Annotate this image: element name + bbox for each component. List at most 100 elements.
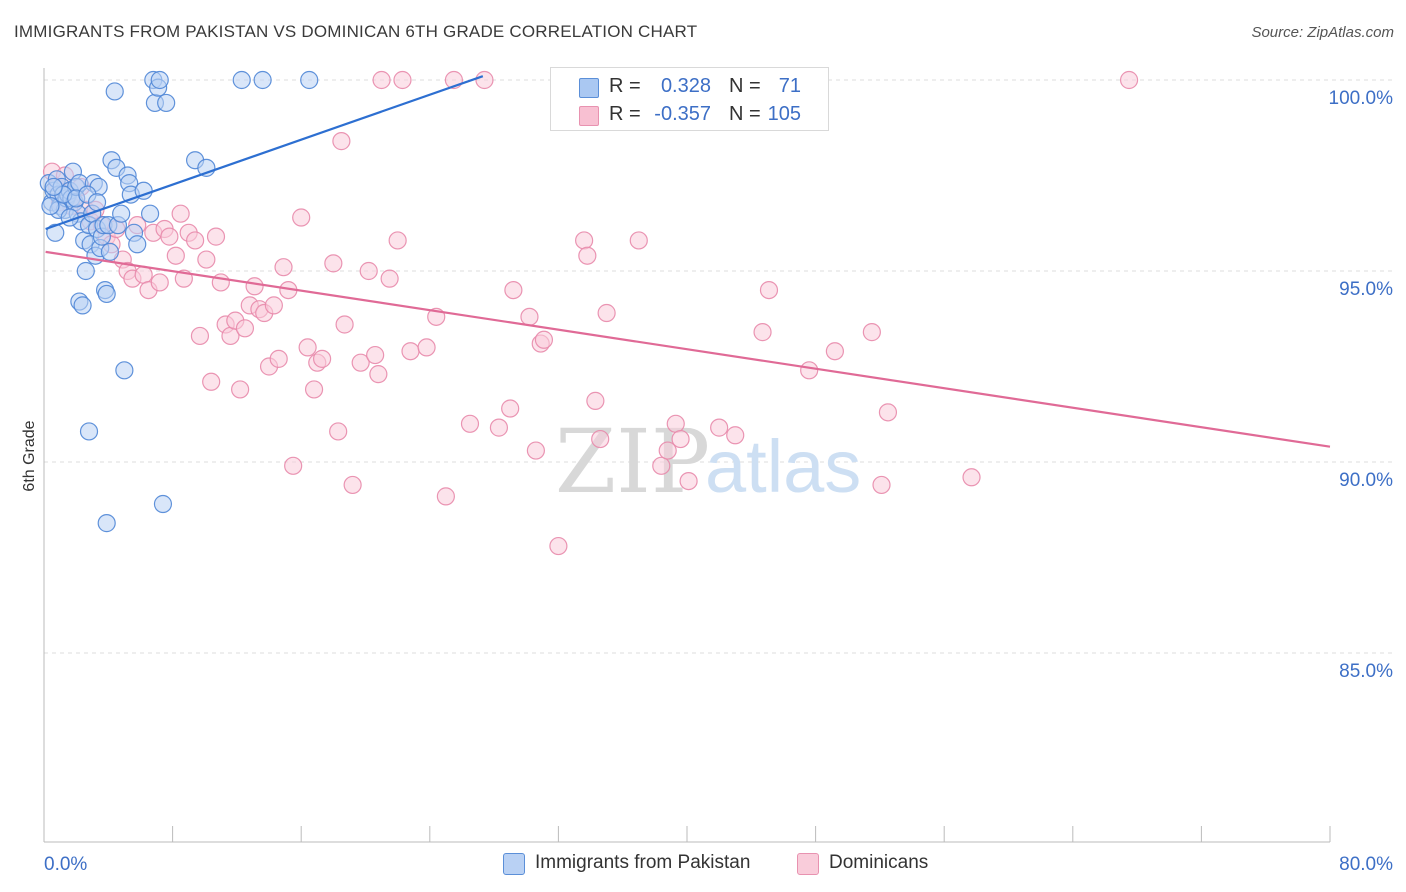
dominican-point	[202, 372, 221, 391]
r-value: -0.357	[654, 103, 711, 125]
dominican-point	[666, 414, 685, 433]
dominican-point	[597, 303, 616, 323]
dominican-point	[862, 323, 881, 342]
dominican-point	[359, 261, 378, 281]
dominican-point	[679, 472, 698, 491]
legend-label-dominicans: Dominicans	[829, 852, 929, 873]
dominican-point	[460, 414, 480, 433]
dominican-point	[343, 475, 362, 495]
dominican-point	[264, 296, 283, 315]
dominican-point	[526, 441, 545, 460]
x-tick-label: 0.0%	[44, 854, 87, 875]
dominican-point	[380, 269, 399, 288]
pakistan-point	[76, 261, 95, 281]
dominican-point	[417, 338, 436, 357]
axis-layer: 85.0% 90.0% 95.0% 100.0% 0.0% 80.0%	[43, 68, 1394, 875]
dominican-point	[351, 353, 370, 372]
swatch-pakistan	[579, 78, 599, 98]
x-tick-label: 80.0%	[1339, 854, 1393, 875]
legend-swatch-dominicans	[797, 853, 819, 875]
source-credit: Source: ZipAtlas.com	[1251, 24, 1394, 41]
dominican-point	[586, 391, 605, 410]
y-tick-label: 100.0%	[1329, 88, 1394, 109]
dominican-point	[332, 132, 351, 151]
grid-layer	[44, 79, 1392, 654]
dominican-point	[726, 426, 745, 445]
dominican-point	[652, 456, 671, 475]
dominican-point	[710, 418, 729, 437]
pakistan-point	[128, 235, 147, 254]
n-value: 105	[767, 103, 801, 125]
dominican-point	[372, 70, 391, 90]
y-tick-label: 85.0%	[1339, 661, 1393, 682]
watermark: ZIP atlas	[555, 410, 861, 513]
dominican-point	[171, 204, 190, 223]
dominican-point	[504, 281, 523, 300]
points-layer	[39, 70, 1139, 556]
dominican-point	[962, 468, 981, 487]
n-label: N =	[729, 75, 761, 97]
dominican-point	[160, 227, 179, 246]
stats-row-dominican: R = -0.357 N = 105	[551, 100, 828, 130]
dominican-point	[800, 361, 819, 380]
dominican-point	[759, 281, 779, 300]
pakistan-point	[232, 70, 251, 90]
pakistan-point	[150, 70, 169, 90]
pakistan-point	[112, 204, 131, 223]
dominican-point	[658, 441, 677, 460]
dominican-point	[329, 422, 348, 441]
pakistan-point	[79, 422, 99, 441]
dominican-point	[393, 70, 412, 90]
dominican-point	[335, 315, 354, 334]
dominican-point	[166, 246, 185, 265]
r-label: R =	[609, 75, 641, 97]
pakistan-point	[157, 93, 176, 113]
dominican-point	[520, 307, 539, 326]
pakistan-point	[44, 177, 63, 197]
y-tick-label: 95.0%	[1339, 279, 1393, 300]
dominican-point	[292, 208, 311, 227]
dominican-point	[825, 342, 844, 361]
dominican-point	[245, 277, 264, 296]
pakistan-point	[105, 82, 124, 101]
dominican-point	[369, 365, 388, 384]
pakistan-point	[41, 196, 60, 216]
dominican-point	[269, 349, 288, 368]
dominican-point	[629, 231, 648, 250]
pakistan-point	[100, 242, 120, 261]
stats-row-pakistan: R = 0.328 N = 71	[551, 72, 828, 102]
dominican-point	[501, 399, 520, 418]
dominican-point	[489, 418, 509, 437]
pakistan-point	[300, 70, 319, 90]
dominican-point	[284, 456, 303, 475]
pakistan-point	[253, 70, 272, 90]
pakistan-point	[153, 494, 173, 514]
y-axis-label: 6th Grade	[21, 420, 38, 491]
dominican-point	[401, 342, 420, 361]
dominican-point	[206, 227, 226, 246]
dominican-point	[388, 231, 407, 250]
dominican-point	[304, 380, 324, 399]
stats-legend: R = 0.328 N = 71 R = -0.357 N = 105	[550, 67, 829, 131]
chart-title: IMMIGRANTS FROM PAKISTAN VS DOMINICAN 6T…	[14, 22, 698, 41]
trend-layer	[45, 75, 1331, 448]
dominican-point	[475, 70, 494, 90]
dominican-point	[436, 487, 455, 506]
legend-swatch-pakistan	[503, 853, 525, 875]
n-label: N =	[729, 103, 761, 125]
dominican-point	[312, 349, 332, 368]
watermark-zip: ZIP	[555, 410, 710, 513]
pakistan-point	[115, 361, 134, 380]
legend-label-pakistan: Immigrants from Pakistan	[535, 852, 751, 873]
dominican-point	[366, 345, 385, 365]
dominican-point	[274, 258, 293, 277]
dominican-point	[753, 323, 772, 342]
dominican-point	[578, 246, 597, 265]
pakistan-point	[97, 284, 116, 304]
dominican-point	[872, 475, 891, 495]
dominican-point	[575, 231, 594, 250]
dominican-point	[549, 536, 568, 556]
dominican-point	[878, 403, 898, 422]
dominican-point	[591, 429, 610, 449]
